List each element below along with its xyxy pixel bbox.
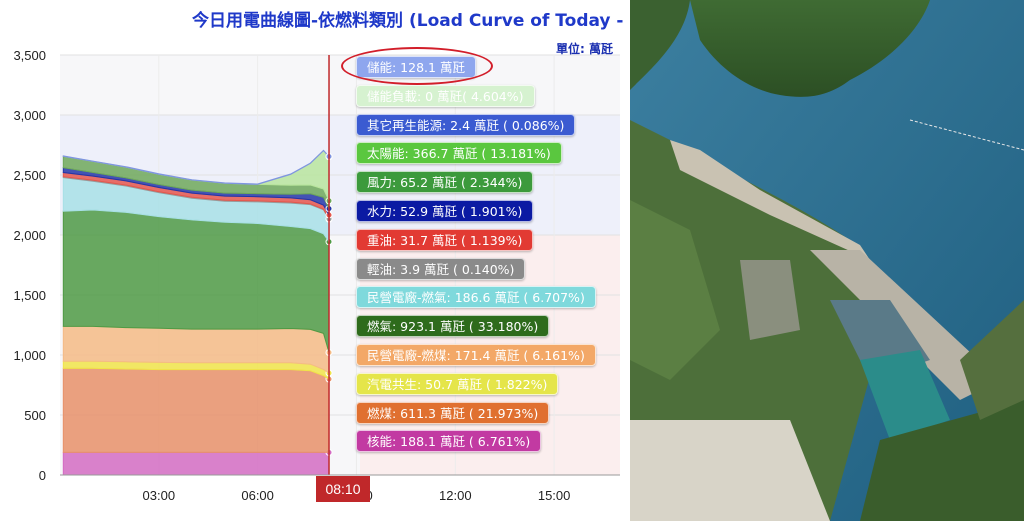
unit-label: 單位: 萬瓩 bbox=[556, 42, 613, 56]
x-tick-label: 06:00 bbox=[241, 488, 274, 503]
x-tick-label: 03:00 bbox=[143, 488, 176, 503]
tooltip-other_re: 其它再生能源: 2.4 萬瓩 ( 0.086%) bbox=[356, 113, 576, 136]
y-tick-label: 500 bbox=[24, 408, 46, 423]
x-tick-label: 15:00 bbox=[538, 488, 571, 503]
tooltip-cogen: 汽電共生: 50.7 萬瓩 ( 1.822%) bbox=[356, 372, 559, 395]
tooltip-wind: 風力: 65.2 萬瓩 ( 2.344%) bbox=[356, 171, 534, 194]
tooltip-hydro: 水力: 52.9 萬瓩 ( 1.901%) bbox=[356, 200, 534, 222]
area-nuclear bbox=[62, 451, 330, 476]
tooltip-oil: 重油: 31.7 萬瓩 ( 1.139%) bbox=[356, 228, 534, 251]
tooltip-coal: 燃煤: 611.3 萬瓩 ( 21.973%) bbox=[356, 401, 550, 424]
tooltip-lng: 燃氣: 923.1 萬瓩 ( 33.180%) bbox=[356, 315, 550, 338]
chart-title: 今日用電曲線圖-依燃料類別 (Load Curve of Today - bbox=[192, 11, 624, 31]
y-tick-label: 1,500 bbox=[13, 288, 46, 303]
y-tick-label: 3,500 bbox=[13, 48, 46, 63]
y-tick-label: 0 bbox=[39, 468, 46, 483]
dam-aerial-photo bbox=[630, 0, 1024, 521]
y-tick-label: 2,000 bbox=[13, 228, 46, 243]
highlight-circle bbox=[341, 47, 493, 85]
y-tick-label: 3,000 bbox=[13, 108, 46, 123]
tooltip-storage_load: 儲能負載: 0 萬瓩( 4.604%) bbox=[356, 84, 535, 107]
tooltip-nuclear: 核能: 188.1 萬瓩 ( 6.761%) bbox=[356, 430, 542, 453]
tooltip-ipp_coal: 民營電廠-燃煤: 171.4 萬瓩 ( 6.161%) bbox=[356, 344, 596, 366]
tooltip-solar: 太陽能: 366.7 萬瓩 ( 13.181%) bbox=[356, 142, 562, 165]
area-coal bbox=[62, 367, 330, 453]
load-curve-chart: 今日用電曲線圖-依燃料類別 (Load Curve of Today - 單位:… bbox=[13, 11, 624, 503]
y-tick-label: 1,000 bbox=[13, 348, 46, 363]
cursor-time-label: 08:10 bbox=[316, 476, 370, 502]
tooltip-diesel: 輕油: 3.9 萬瓩 ( 0.140%) bbox=[356, 257, 526, 280]
tooltip-ipp_lng: 民營電廠-燃氣: 186.6 萬瓩 ( 6.707%) bbox=[356, 286, 596, 309]
y-tick-label: 2,500 bbox=[13, 168, 46, 183]
x-tick-label: 12:00 bbox=[439, 488, 472, 503]
